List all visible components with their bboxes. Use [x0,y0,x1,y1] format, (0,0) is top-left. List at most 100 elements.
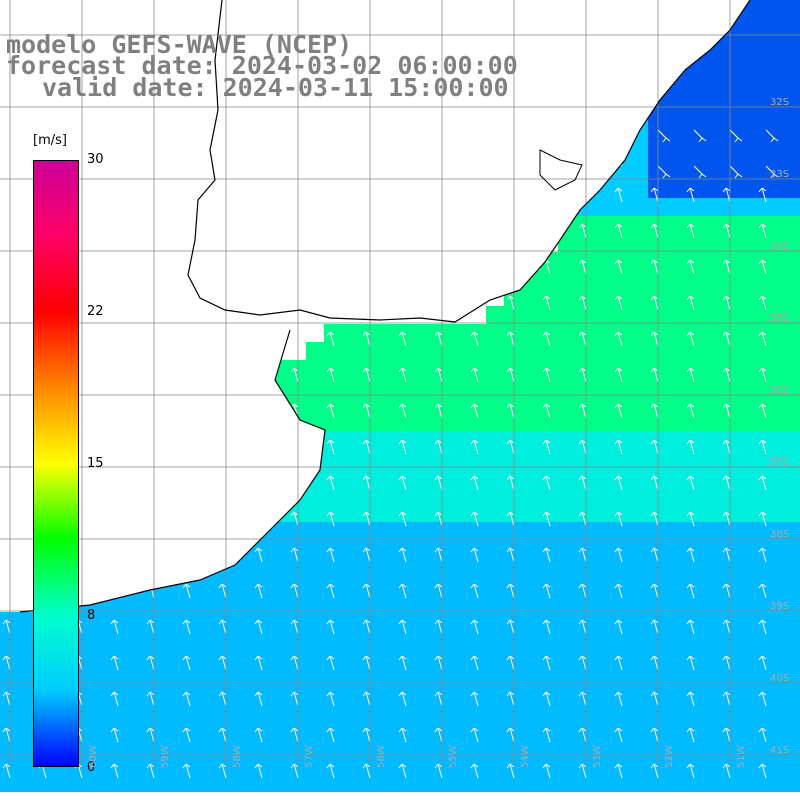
wind-cell [756,540,774,558]
wind-arrow [614,223,623,239]
wind-cell [324,576,342,594]
wind-cell [306,396,324,414]
wind-cell [774,360,792,378]
wind-arrow [686,367,695,383]
wind-cell [756,414,774,432]
wind-cell [630,216,648,234]
wind-cell [234,558,252,576]
wind-arrow [722,439,731,455]
wind-arrow [686,691,695,707]
wind-cell [774,108,792,126]
wind-cell [792,108,800,126]
wind-cell [684,342,702,360]
wind-arrow [722,367,731,383]
wind-cell [630,306,648,324]
wind-arrow [506,367,515,383]
wind-cell [504,774,522,792]
wind-cell [648,126,666,144]
wind-cell [702,738,720,756]
wind-cell [630,198,648,216]
wind-cell [324,468,342,486]
wind-cell [648,306,666,324]
wind-arrow [254,727,263,743]
wind-cell [522,774,540,792]
wind-cell [396,774,414,792]
wind-cell [504,306,522,324]
wind-arrow [578,439,587,455]
wind-cell [630,162,648,180]
wind-arrow [362,331,371,347]
wind-cell [684,558,702,576]
wind-cell [0,684,18,702]
wind-arrow [614,511,623,527]
wind-cell [576,738,594,756]
wind-arrow [362,367,371,383]
wind-cell [342,342,360,360]
wind-arrow [614,691,623,707]
wind-cell [540,576,558,594]
wind-arrow [506,403,515,419]
wind-arrow [686,295,695,311]
wind-cell [378,360,396,378]
wind-cell [774,90,792,108]
wind-cell [684,126,702,144]
wind-cell [684,738,702,756]
wind-cell [252,540,270,558]
lat-label: 34S [770,241,790,252]
wind-arrow [146,583,155,599]
wind-cell [0,666,18,684]
wind-cell [720,648,738,666]
wind-arrow [506,691,515,707]
wind-cell [432,486,450,504]
wind-cell [234,774,252,792]
wind-cell [324,522,342,540]
wind-cell [576,684,594,702]
wind-cell [576,522,594,540]
wind-cell [558,558,576,576]
wind-cell [144,594,162,612]
wind-cell [576,774,594,792]
wind-cell [576,432,594,450]
wind-cell [558,738,576,756]
wind-cell [648,630,666,648]
wind-cell [414,378,432,396]
wind-cell [720,612,738,630]
wind-cell [702,666,720,684]
wind-cell [756,180,774,198]
wind-cell [216,702,234,720]
wind-cell [378,666,396,684]
wind-arrow [254,475,263,491]
wind-cell [450,756,468,774]
wind-cell [612,774,630,792]
wind-cell [360,450,378,468]
wind-arrow [722,403,731,419]
wind-cell [288,594,306,612]
wind-cell [378,630,396,648]
wind-arrow [614,403,623,419]
wind-cell [558,468,576,486]
wind-cell [486,504,504,522]
wind-arrow [614,295,623,311]
wind-arrow [146,727,155,743]
wind-cell [576,378,594,396]
wind-arrow [765,165,779,179]
wind-cell [792,18,800,36]
wind-cell [558,630,576,648]
wind-cell [684,666,702,684]
wind-cell [540,342,558,360]
wind-cell [342,324,360,342]
wind-cell [738,630,756,648]
wind-cell [162,702,180,720]
wind-cell [522,558,540,576]
wind-cell [468,378,486,396]
wind-cell [594,720,612,738]
wind-cell [612,630,630,648]
wind-cell [450,774,468,792]
wind-cell [360,342,378,360]
wind-cell [648,288,666,306]
wind-arrow [2,655,11,671]
wind-cell [558,522,576,540]
wind-cell [774,594,792,612]
wind-cell [306,666,324,684]
wind-arrow [326,691,335,707]
